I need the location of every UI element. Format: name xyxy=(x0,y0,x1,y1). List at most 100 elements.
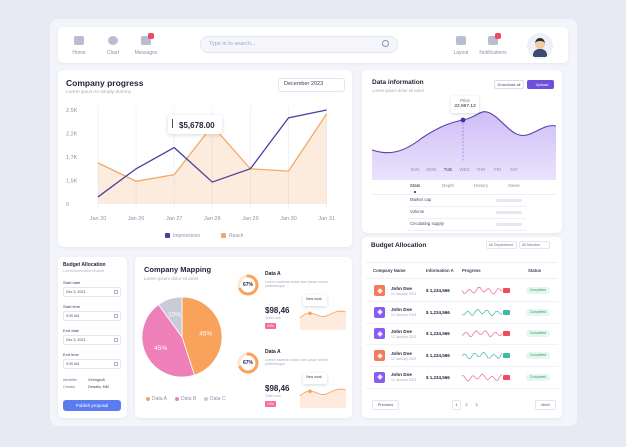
x-tick-label: Jan 20 xyxy=(90,216,107,222)
row-date: 12 January 2023 xyxy=(391,378,417,383)
item-desc: Lorem maximas totals nam ipsum sermo pel… xyxy=(265,280,329,289)
nav-icon[interactable] xyxy=(456,36,466,45)
table-header: Information A xyxy=(426,268,454,273)
x-tick-label: Jan 29 xyxy=(242,216,259,222)
table-header: Status xyxy=(528,268,542,273)
tab-label[interactable]: Depth xyxy=(441,183,455,188)
nav-badge xyxy=(495,33,501,39)
item-label: Data A xyxy=(265,271,281,277)
tip-box xyxy=(303,295,327,306)
x-tick-label: Jan 28 xyxy=(204,216,221,222)
field-label: End time xyxy=(63,352,79,357)
day-label[interactable]: WED xyxy=(459,167,470,172)
tab-strip xyxy=(362,180,562,194)
page-number[interactable]: 1 xyxy=(455,402,458,407)
tab-label[interactable]: Stats xyxy=(409,183,421,188)
tab-label[interactable]: News xyxy=(508,183,520,188)
info-row-label: Circulating supply xyxy=(410,221,444,226)
legend-swatch xyxy=(204,397,208,401)
row-date: 12 January 2023 xyxy=(391,334,417,339)
row-badge xyxy=(503,331,510,337)
nav-icon[interactable] xyxy=(74,36,84,45)
day-label[interactable]: FRI xyxy=(494,167,501,172)
row-divider xyxy=(366,322,558,324)
info-row-divider xyxy=(408,230,526,231)
row-badge xyxy=(503,353,510,359)
pie-slice xyxy=(157,296,183,339)
tip-box xyxy=(303,373,327,384)
item-desc: Lorem maximas totals nam ipsum sermo pel… xyxy=(265,358,329,367)
legend-swatch xyxy=(146,397,150,401)
y-tick-label: 1,7K xyxy=(66,155,78,161)
status-label: Completed xyxy=(529,331,547,336)
nav-label[interactable]: Layout xyxy=(453,50,469,56)
publish-label[interactable]: Publish proposal xyxy=(75,403,109,408)
day-label[interactable]: MON xyxy=(426,167,437,172)
status-label: Completed xyxy=(529,374,547,379)
filter-label: All Department xyxy=(489,242,513,247)
field-input[interactable] xyxy=(63,359,121,369)
page-number[interactable]: 3 xyxy=(475,402,478,407)
item-amount: $98,46 xyxy=(265,306,290,315)
search-box[interactable] xyxy=(200,36,398,53)
filter-label: All Member xyxy=(522,242,541,247)
tooltip xyxy=(168,115,222,134)
pie-label: 10% xyxy=(168,311,181,318)
info-row-value xyxy=(496,223,522,226)
sparkline xyxy=(461,373,503,382)
price-value: 22,967.13 xyxy=(454,104,476,109)
filter-select[interactable] xyxy=(486,241,517,249)
field-input[interactable] xyxy=(63,311,121,321)
nav-icon[interactable] xyxy=(108,36,118,45)
prev-button[interactable] xyxy=(372,400,399,410)
next-button[interactable] xyxy=(535,400,556,410)
field-input[interactable] xyxy=(63,287,121,297)
page-number[interactable]: 2 xyxy=(465,402,468,407)
day-label[interactable]: SUN xyxy=(410,167,420,172)
nav-icon[interactable] xyxy=(488,36,498,45)
item-badge xyxy=(265,323,276,329)
card-subtitle: Lorem ipsum dolor sit amet xyxy=(144,276,199,281)
day-label[interactable]: TUE xyxy=(443,167,453,172)
day-label[interactable]: SAT xyxy=(509,167,519,172)
button-label[interactable]: Download all xyxy=(497,81,521,87)
wave-dot xyxy=(308,311,312,316)
field-icon xyxy=(114,338,118,342)
nav-label[interactable]: Home xyxy=(72,50,86,56)
card-title: Company progress xyxy=(66,78,144,88)
prev-label[interactable]: Previous xyxy=(377,402,394,407)
nav-label[interactable]: Notifications xyxy=(479,50,507,56)
download-button[interactable] xyxy=(494,80,524,89)
pie-slice xyxy=(181,296,223,376)
day-label[interactable]: THR xyxy=(476,167,486,172)
upload-button[interactable] xyxy=(527,80,554,89)
item-note: Total Loss xyxy=(265,394,281,398)
button-label[interactable]: Upload xyxy=(535,81,549,87)
tab-label[interactable]: History xyxy=(473,183,489,188)
reach-area xyxy=(98,113,327,204)
field-value: 9:00 AM xyxy=(66,361,80,366)
info-row-divider xyxy=(408,218,526,219)
info-row-divider xyxy=(408,206,526,207)
filter-select[interactable] xyxy=(519,241,550,249)
y-tick-label: 0 xyxy=(66,202,69,208)
pie-slice xyxy=(141,304,195,378)
nav-label[interactable]: Messages xyxy=(134,50,158,56)
item-badge-label: 24% xyxy=(267,401,274,406)
field-input[interactable] xyxy=(63,335,121,345)
x-tick-label: Jan 31 xyxy=(318,216,335,222)
card-subtitle: Lorem ipsum to simply dummy xyxy=(66,90,132,95)
sparkline-path xyxy=(461,351,503,360)
nav-icon[interactable] xyxy=(141,36,151,45)
next-label[interactable]: Next xyxy=(541,402,550,407)
month-select[interactable] xyxy=(278,78,345,92)
nav-label[interactable]: Chart xyxy=(106,50,120,56)
table-header: Progress xyxy=(462,268,481,273)
sparkline xyxy=(461,308,503,317)
publish-button[interactable] xyxy=(63,400,121,411)
table-divider xyxy=(366,278,558,279)
legend-swatch xyxy=(175,397,179,401)
card-subtitle: Lorem ipsum dolor sit amet xyxy=(372,88,424,93)
card-title: Budget Allocation xyxy=(371,242,427,249)
y-tick-label: 1,5K xyxy=(66,179,78,185)
